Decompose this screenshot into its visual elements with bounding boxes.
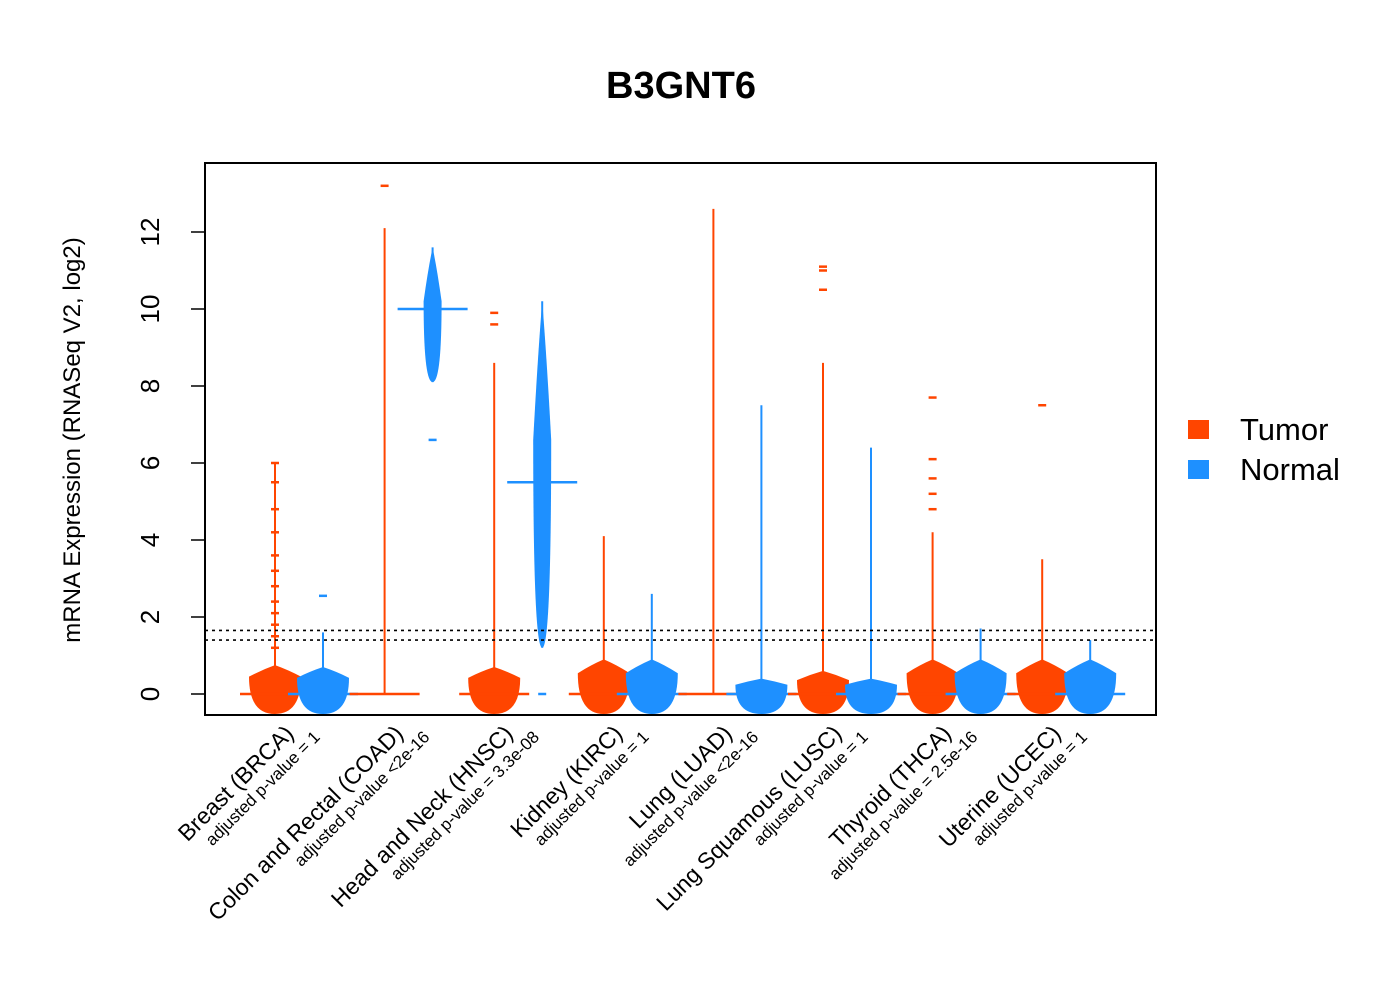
y-tick-label: 6 [135,456,165,470]
y-tick-label: 12 [135,218,165,247]
tumor-bean [797,670,849,714]
legend-label-tumor: Tumor [1240,412,1328,447]
y-tick-label: 2 [135,610,165,624]
y-axis-label: mRNA Expression (RNASeq V2, log2) [59,237,86,643]
y-tick-label: 10 [135,295,165,324]
legend-label-normal: Normal [1240,452,1340,487]
tumor-bean [906,659,959,714]
y-tick-label: 8 [135,379,165,393]
normal-bean [954,659,1007,714]
normal-bean [533,301,552,648]
y-tick-label: 0 [135,687,165,701]
tumor-bean [1016,659,1069,714]
tumor-bean [577,659,630,714]
normal-bean [1064,659,1117,714]
normal-bean [625,659,678,714]
chart-title: B3GNT6 [606,65,756,107]
normal-bean [735,678,788,714]
tumor-bean [249,665,301,714]
legend: Tumor Normal [1188,412,1340,487]
normal-bean [845,678,897,714]
y-tick-label: 4 [135,533,165,547]
normal-bean [297,667,349,714]
normal-bean [423,247,442,383]
tumor-bean [468,667,521,714]
plot-area [205,184,1156,714]
legend-swatch-normal [1188,460,1209,479]
plot-frame [204,162,1157,716]
legend-swatch-tumor [1188,420,1209,439]
